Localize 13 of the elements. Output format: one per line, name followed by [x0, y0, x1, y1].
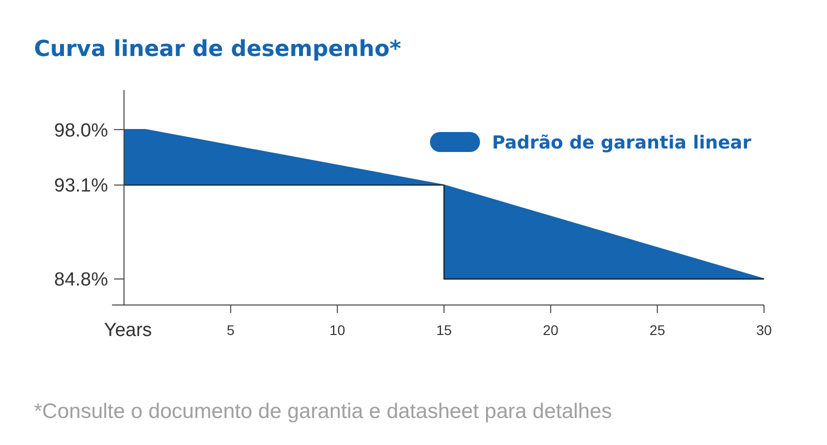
x-tick-label: 25	[650, 322, 666, 338]
text: *Consulte o documento de garantia e datasheet para detalhes	[34, 400, 612, 423]
x-tick-label: 20	[542, 322, 559, 338]
x-tick-label: 10	[330, 322, 346, 338]
chart-title: Curva linear de desempenho*	[34, 37, 402, 62]
y-tick-label: 84.8%	[54, 270, 108, 291]
x-tick-label: 30	[756, 322, 772, 338]
y-tick-label: 98.0%	[54, 120, 108, 142]
x-tick-label: 15	[436, 322, 452, 338]
x-tick-label: 5	[226, 322, 235, 338]
y-tick-label: 93.1%	[54, 176, 108, 197]
x-axis-title: Years	[104, 320, 152, 341]
legend-label: Padrão de garantia linear	[492, 132, 752, 154]
